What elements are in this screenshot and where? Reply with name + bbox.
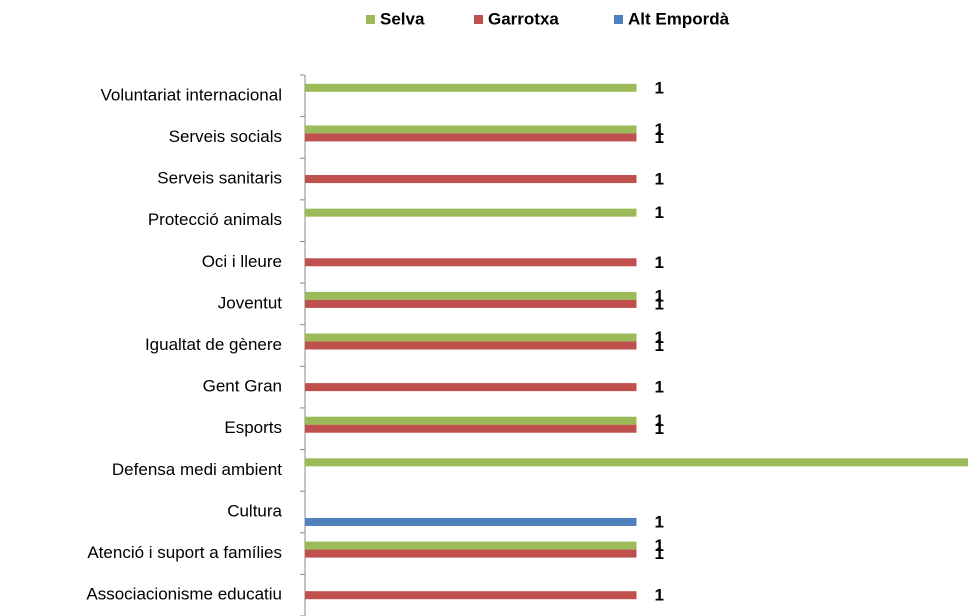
- value-label: 1: [655, 128, 664, 147]
- bar: [305, 517, 637, 526]
- bar: [305, 133, 637, 142]
- value-label: 1: [655, 378, 664, 397]
- legend-swatch: [614, 15, 623, 24]
- category-label: Defensa medi ambient: [112, 460, 282, 479]
- bar: [305, 416, 637, 425]
- bar: [305, 291, 637, 300]
- bar: [305, 333, 637, 342]
- category-label: Igualtat de gènere: [145, 335, 282, 354]
- bar: [305, 125, 637, 134]
- bar: [305, 299, 637, 308]
- value-label: 1: [655, 419, 664, 438]
- legend-text: Garrotxa: [488, 9, 559, 28]
- category-label: Atenció i suport a famílies: [87, 543, 282, 562]
- value-label: 1: [655, 512, 664, 531]
- bar: [305, 591, 637, 600]
- category-label: Serveis socials: [169, 127, 282, 146]
- value-label: 1: [655, 294, 664, 313]
- category-label: Esports: [224, 418, 282, 437]
- value-label: 1: [655, 286, 664, 305]
- category-label: Protecció animals: [148, 210, 282, 229]
- bar: [305, 383, 637, 392]
- value-label: 1: [655, 586, 664, 605]
- value-label: 1: [655, 253, 664, 272]
- value-label: 1: [655, 78, 664, 97]
- category-label: Serveis sanitaris: [157, 169, 282, 188]
- bar: [305, 424, 637, 433]
- bar: [305, 208, 637, 217]
- bar: [305, 258, 637, 267]
- bar: [305, 341, 637, 350]
- legend-swatch: [366, 15, 375, 24]
- bar: [305, 83, 637, 92]
- value-label: 1: [655, 203, 664, 222]
- category-label: Joventut: [218, 293, 283, 312]
- category-label: Gent Gran: [203, 377, 282, 396]
- legend-text: Alt Empordà: [628, 9, 730, 28]
- bar: [305, 549, 637, 558]
- legend-text: Selva: [380, 9, 425, 28]
- category-label: Voluntariat internacional: [101, 85, 282, 104]
- bar: [305, 458, 968, 467]
- bar: [305, 541, 637, 550]
- category-label: Oci i lleure: [202, 252, 282, 271]
- value-label: 1: [655, 328, 664, 347]
- legend-swatch: [474, 15, 483, 24]
- value-label: 1: [655, 336, 664, 355]
- value-label: 1: [655, 411, 664, 430]
- category-label: Cultura: [227, 501, 282, 520]
- value-label: 1: [655, 536, 664, 555]
- bar: [305, 175, 637, 184]
- value-label: 1: [655, 544, 664, 563]
- category-label: Associacionisme educatiu: [86, 585, 282, 604]
- value-label: 1: [655, 170, 664, 189]
- value-label: 1: [655, 120, 664, 139]
